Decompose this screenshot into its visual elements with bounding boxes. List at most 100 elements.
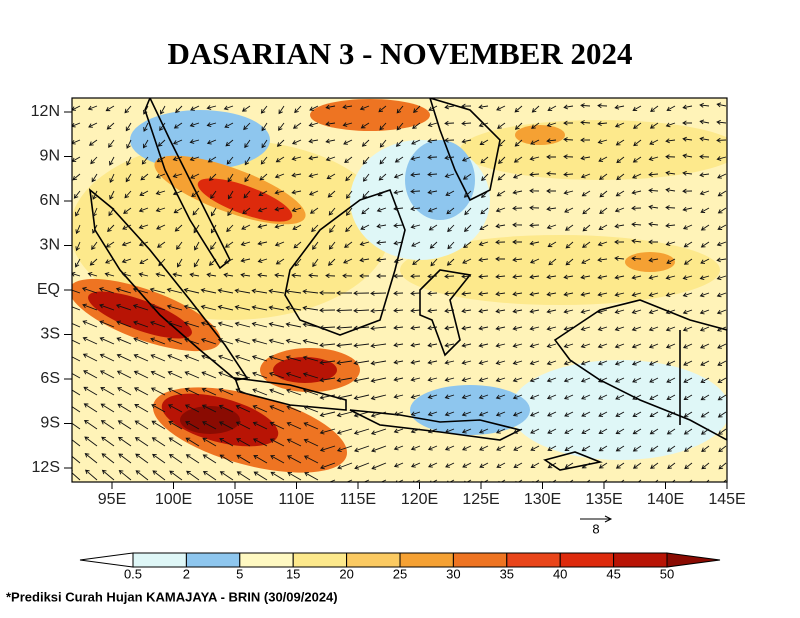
wind-arrow	[529, 308, 540, 314]
wind-arrow	[512, 239, 523, 245]
wind-arrow	[193, 224, 200, 234]
wind-arrow	[580, 309, 591, 314]
wind-arrow	[563, 291, 574, 297]
wind-arrow	[598, 428, 608, 435]
wind-arrow	[395, 139, 404, 147]
colorbar-box	[559, 552, 615, 568]
wind-arrow	[427, 189, 438, 195]
wind-arrow	[353, 325, 370, 331]
wind-arrow	[361, 139, 370, 147]
wind-arrow	[428, 462, 438, 468]
wind-arrow	[700, 394, 710, 401]
wind-arrow	[108, 207, 115, 217]
wind-arrow	[291, 139, 302, 145]
wind-arrow	[632, 156, 642, 163]
wind-arrow	[444, 342, 455, 348]
wind-arrow	[72, 372, 81, 379]
wind-arrow	[410, 156, 421, 161]
wind-arrow	[614, 309, 625, 314]
wind-arrow	[427, 342, 438, 348]
wind-arrow	[168, 454, 183, 464]
wind-arrow	[345, 224, 353, 233]
wind-arrow	[286, 388, 302, 396]
wind-arrow	[293, 241, 302, 249]
wind-arrow	[512, 205, 523, 211]
wind-arrow	[244, 156, 251, 166]
wind-arrow	[393, 173, 404, 179]
wind-arrow	[684, 445, 693, 452]
wind-arrow	[598, 394, 608, 400]
wind-arrow	[325, 104, 336, 110]
wind-arrow	[580, 103, 591, 109]
wind-arrow	[581, 445, 591, 452]
wind-arrow	[276, 139, 285, 147]
wind-arrow	[393, 290, 404, 296]
wind-arrow	[597, 257, 608, 263]
wind-arrow	[478, 274, 489, 279]
wind-arrow	[546, 343, 557, 349]
wind-arrow	[252, 421, 268, 430]
wind-arrow	[427, 207, 438, 213]
wind-arrow	[614, 239, 625, 245]
wind-arrow	[319, 342, 336, 348]
wind-arrow	[461, 274, 472, 279]
wind-arrow	[716, 275, 727, 281]
wind-arrow	[461, 360, 472, 365]
wind-arrow	[615, 462, 625, 469]
wind-arrow	[210, 224, 217, 234]
wind-arrow	[325, 121, 336, 127]
wind-arrow	[251, 321, 268, 328]
wind-arrow	[72, 271, 81, 277]
wind-arrow	[444, 308, 455, 314]
wind-arrow	[235, 421, 251, 430]
wind-arrow	[183, 321, 200, 328]
wind-arrow	[716, 137, 727, 143]
wind-arrow	[207, 156, 217, 163]
lon-label: 140E	[647, 491, 684, 508]
wind-arrow	[379, 122, 387, 131]
wind-arrow	[632, 377, 642, 383]
wind-arrow	[411, 241, 421, 247]
wind-arrow	[497, 173, 506, 181]
wind-arrow	[582, 224, 591, 232]
wind-arrow	[461, 308, 472, 314]
wind-arrow	[481, 479, 489, 482]
wind-arrow	[546, 224, 557, 230]
wind-arrow	[133, 337, 149, 345]
wind-arrow	[172, 156, 183, 162]
wind-arrow	[370, 325, 387, 331]
wind-arrow	[512, 291, 523, 297]
wind-arrow	[135, 453, 149, 464]
wind-arrow	[122, 224, 132, 230]
wind-arrow	[278, 105, 285, 115]
wind-arrow	[336, 325, 353, 331]
wind-arrow	[410, 308, 421, 314]
wind-arrow	[546, 206, 557, 212]
wind-arrow	[206, 122, 217, 127]
wind-arrow	[665, 326, 676, 332]
wind-arrow	[615, 139, 625, 146]
wind-arrow	[336, 394, 353, 400]
wind-arrow	[446, 258, 455, 266]
wind-arrow	[223, 272, 234, 278]
wind-arrow	[225, 139, 234, 147]
wind-arrow	[479, 445, 489, 451]
wind-arrow	[84, 453, 98, 464]
wind-arrow	[649, 377, 659, 383]
wind-arrow	[126, 156, 132, 166]
wind-arrow	[512, 274, 523, 280]
wind-arrow	[563, 171, 574, 177]
wind-arrow	[631, 360, 642, 366]
wind-arrow	[532, 479, 540, 482]
wind-arrow	[410, 188, 421, 194]
wind-arrow	[700, 224, 710, 231]
wind-arrow	[479, 224, 489, 230]
wind-arrow	[631, 309, 642, 315]
wind-arrow	[336, 445, 353, 453]
wind-arrow	[615, 190, 625, 197]
lon-label: 100E	[155, 491, 192, 508]
wind-arrow	[683, 394, 693, 401]
wind-arrow	[251, 338, 268, 345]
wind-arrow	[278, 122, 285, 131]
wind-arrow	[251, 288, 268, 294]
